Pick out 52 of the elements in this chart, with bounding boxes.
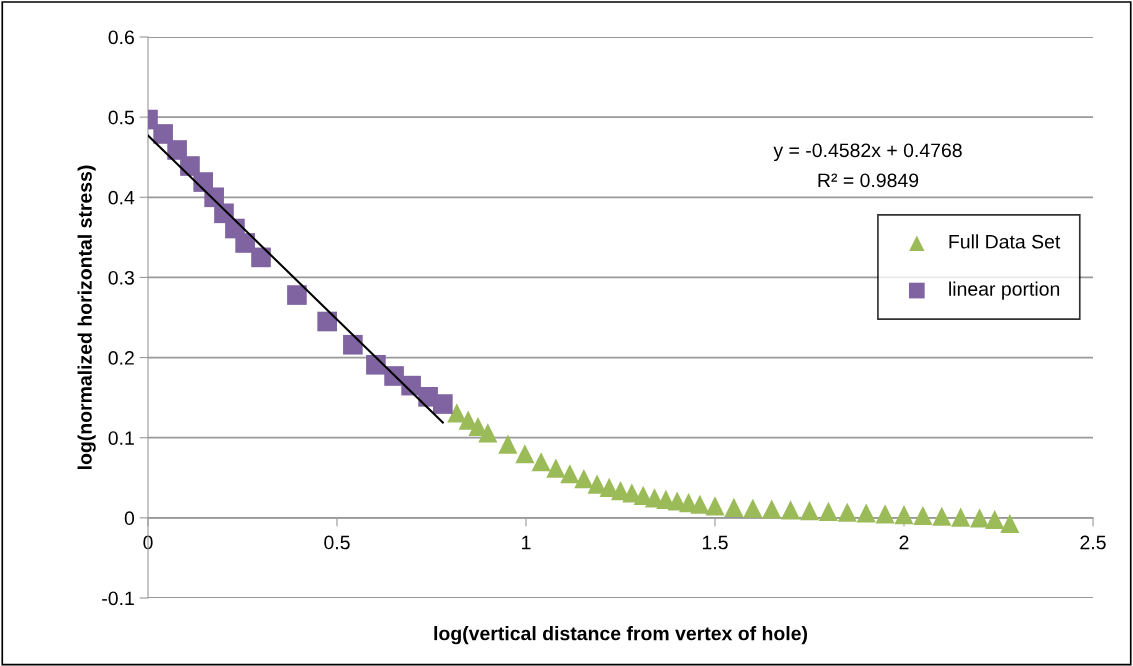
- x-tick-label: 1: [522, 535, 531, 550]
- y-tick-label: 0.1: [108, 431, 134, 445]
- y-tick-label: 0.6: [108, 30, 134, 45]
- y-tick-label: 0.2: [108, 351, 134, 365]
- point: [985, 509, 1005, 530]
- legend-label: linear portion: [949, 281, 1060, 300]
- point: [531, 452, 551, 472]
- point: [837, 502, 857, 522]
- annotation: R² = 0.9849: [818, 173, 919, 188]
- point: [515, 444, 535, 464]
- point: [343, 334, 363, 355]
- point: [951, 507, 971, 527]
- x-tick-label: 2.5: [1080, 535, 1106, 550]
- point: [894, 505, 914, 525]
- point: [913, 505, 933, 526]
- point: [287, 285, 307, 305]
- x-tick-label: 0.5: [324, 535, 350, 550]
- point: [317, 311, 337, 332]
- x-axis-title: log(vertical distance from vertex of hole): [434, 626, 808, 645]
- point: [799, 501, 820, 521]
- point: [743, 498, 763, 518]
- point: [932, 506, 952, 526]
- point: [498, 434, 518, 454]
- y-tick-label: 0.4: [108, 190, 135, 205]
- point: [574, 469, 594, 489]
- x-tick-label: 0: [143, 535, 153, 550]
- point: [478, 423, 498, 443]
- point: [587, 474, 607, 494]
- y-tick-label: -0.1: [102, 591, 134, 606]
- annotation: y = -0.4582x + 0.4768: [773, 143, 962, 162]
- point: [153, 124, 173, 144]
- legend-label: Full Data Set: [949, 234, 1061, 249]
- point: [875, 504, 895, 524]
- point: [251, 247, 271, 268]
- x-tick-label: 1.5: [702, 535, 728, 550]
- point: [546, 458, 566, 478]
- x-tick-label: 2: [899, 535, 909, 550]
- y-tick-label: 0.5: [108, 110, 134, 125]
- point: [433, 394, 453, 414]
- point: [1000, 513, 1020, 534]
- point: [781, 500, 801, 520]
- point: [705, 496, 725, 516]
- point: [818, 501, 838, 522]
- y-axis-title: log(normalized horizontal stress): [77, 165, 96, 470]
- point: [856, 503, 876, 523]
- y-tick-label: 0.3: [108, 270, 134, 285]
- point: [970, 508, 990, 528]
- y-tick-label: 0: [124, 511, 135, 526]
- point: [762, 499, 782, 519]
- point: [560, 464, 580, 484]
- point: [690, 494, 710, 514]
- point: [724, 497, 744, 518]
